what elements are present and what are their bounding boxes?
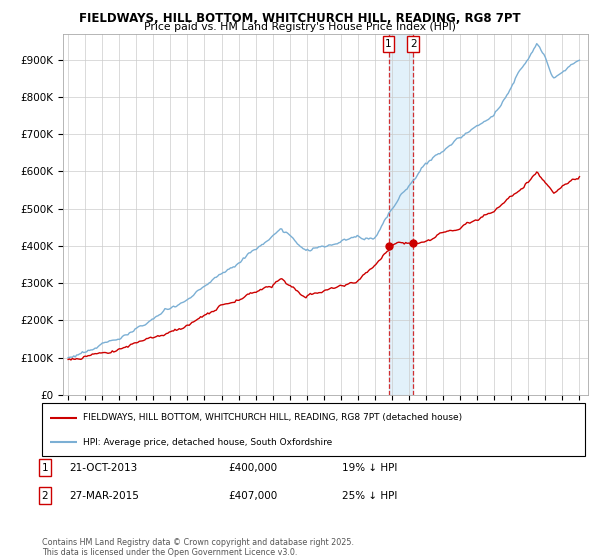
Text: 2: 2 <box>41 491 49 501</box>
Text: Contains HM Land Registry data © Crown copyright and database right 2025.
This d: Contains HM Land Registry data © Crown c… <box>42 538 354 557</box>
Bar <box>389 34 413 395</box>
Text: 19% ↓ HPI: 19% ↓ HPI <box>342 463 397 473</box>
Text: 1: 1 <box>385 39 392 49</box>
Text: 21-OCT-2013: 21-OCT-2013 <box>69 463 137 473</box>
Text: FIELDWAYS, HILL BOTTOM, WHITCHURCH HILL, READING, RG8 7PT: FIELDWAYS, HILL BOTTOM, WHITCHURCH HILL,… <box>79 12 521 25</box>
Text: 25% ↓ HPI: 25% ↓ HPI <box>342 491 397 501</box>
FancyBboxPatch shape <box>42 403 585 456</box>
Text: 2: 2 <box>410 39 416 49</box>
Text: 27-MAR-2015: 27-MAR-2015 <box>69 491 139 501</box>
Text: £407,000: £407,000 <box>228 491 277 501</box>
Text: Price paid vs. HM Land Registry's House Price Index (HPI): Price paid vs. HM Land Registry's House … <box>144 22 456 32</box>
Text: 1: 1 <box>41 463 49 473</box>
Text: HPI: Average price, detached house, South Oxfordshire: HPI: Average price, detached house, Sout… <box>83 437 332 446</box>
Text: FIELDWAYS, HILL BOTTOM, WHITCHURCH HILL, READING, RG8 7PT (detached house): FIELDWAYS, HILL BOTTOM, WHITCHURCH HILL,… <box>83 413 462 422</box>
Text: £400,000: £400,000 <box>228 463 277 473</box>
